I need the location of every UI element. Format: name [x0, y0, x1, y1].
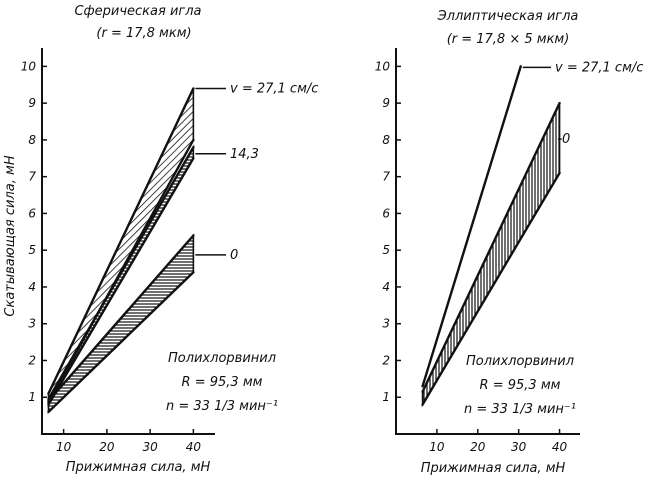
series-lower-line: [47, 157, 195, 406]
series-upper-line: [421, 101, 561, 393]
series-lower-line: [421, 171, 561, 406]
annotation-line: R = 95,3 мм: [480, 378, 561, 393]
series-upper-line: [47, 146, 195, 401]
series-lower-line: [47, 271, 195, 414]
y-axis-label: Скатывающая сила, мН: [3, 155, 18, 316]
annotation-line: Полихлорвинил: [466, 354, 574, 369]
y-tick-label: 9: [28, 96, 36, 110]
x-tick-label: 30: [511, 440, 527, 454]
x-axis-label: Прижимная сила, мН: [421, 461, 566, 476]
series-upper-line: [421, 65, 522, 388]
x-tick-label: 20: [99, 440, 115, 454]
y-tick-label: 6: [28, 206, 36, 220]
chart-spherical-needle: Сферическая игла (r = 17,8 мкм) Скатываю…: [3, 4, 318, 475]
y-tick-label: 3: [382, 317, 390, 331]
y-tick-label: 4: [382, 280, 390, 294]
series-label: 0: [562, 132, 570, 147]
y-tick-label: 5: [28, 243, 36, 257]
chart-title: Эллиптическая игла: [437, 9, 579, 24]
annotation-line: n = 33 1/3 мин⁻¹: [464, 402, 576, 417]
annotation-line: R = 95,3 мм: [182, 375, 263, 390]
y-tick-label: 3: [28, 317, 36, 331]
x-tick-label: 10: [429, 440, 445, 454]
y-tick-label: 7: [28, 170, 36, 184]
series-upper-line: [47, 234, 195, 403]
chart-elliptical-needle: Эллиптическая игла (r = 17,8 × 5 мкм) Пр…: [375, 9, 644, 476]
chart-subtitle: (r = 17,8 мкм): [96, 26, 191, 41]
x-tick-label: 40: [186, 440, 202, 454]
series-label: v = 27,1 см/с: [555, 60, 643, 75]
y-tick-label: 4: [28, 280, 36, 294]
y-tick-label: 7: [382, 170, 390, 184]
y-tick-label: 1: [28, 390, 36, 404]
chart-subtitle: (r = 17,8 × 5 мкм): [447, 32, 570, 47]
y-tick-label: 10: [375, 59, 391, 73]
y-tick-label: 10: [21, 59, 37, 73]
x-tick-label: 30: [142, 440, 158, 454]
chart-title: Сферическая игла: [74, 4, 201, 19]
y-tick-label: 2: [28, 353, 36, 367]
series-upper-line: [47, 87, 195, 395]
y-tick-label: 1: [382, 390, 390, 404]
y-tick-label: 5: [382, 243, 390, 257]
y-tick-label: 9: [382, 96, 390, 110]
axis-lines: [395, 48, 580, 435]
x-tick-label: 40: [552, 440, 568, 454]
x-tick-label: 20: [470, 440, 486, 454]
y-tick-label: 8: [28, 133, 36, 147]
x-axis-label: Прижимная сила, мН: [66, 460, 211, 475]
annotation-line: Полихлорвинил: [168, 351, 276, 366]
x-tick-label: 10: [56, 440, 72, 454]
y-tick-label: 6: [382, 206, 390, 220]
y-tick-label: 2: [382, 353, 390, 367]
series-label: 14,3: [230, 147, 259, 162]
y-tick-label: 8: [382, 133, 390, 147]
series-label: 0: [230, 248, 238, 263]
series-label: v = 27,1 см/с: [230, 81, 318, 96]
annotation-line: n = 33 1/3 мин⁻¹: [166, 399, 278, 414]
